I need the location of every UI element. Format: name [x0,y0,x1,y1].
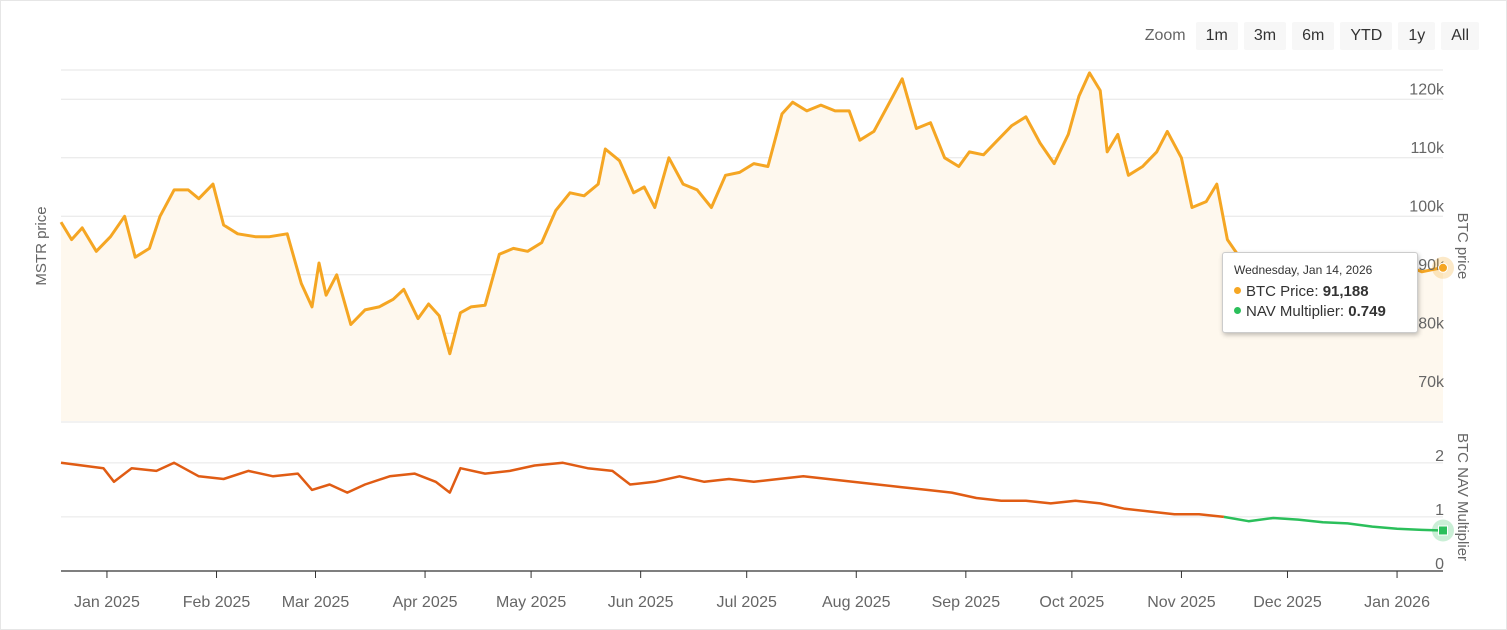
x-tick-label: Feb 2025 [183,594,251,611]
left-axis-title: MSTR price [33,206,50,285]
nav-multiplier-line [60,461,1225,519]
nav-dot-icon [1234,306,1241,314]
btc-hover-point [1438,262,1448,273]
x-tick-label: Aug 2025 [822,594,891,611]
x-tick-label: May 2025 [496,594,566,611]
tooltip-nav-label: NAV Multiplier [1246,303,1340,320]
x-tick-label: Nov 2025 [1147,594,1216,611]
tooltip-btc-label: BTC Price [1246,283,1315,300]
btc-area-layer [61,72,1443,422]
btc-y-tick-label: 100k [1409,198,1445,215]
hover-marker-layer [1432,256,1454,542]
zoom-button-6m[interactable]: 6m [1292,22,1335,50]
x-tick-label: Jun 2025 [608,594,674,611]
btc-y-tick-label: 110k [1410,140,1445,157]
x-tick-label: Jan 2026 [1364,594,1430,611]
nav-y-tick-label: 2 [1435,448,1444,465]
x-tick-label: Apr 2025 [393,594,458,611]
zoom-button-all[interactable]: All [1441,22,1479,50]
nav-y-tick-label: 1 [1435,502,1444,519]
tooltip-btc-value: 91,188 [1322,283,1369,300]
x-tick-label: Mar 2025 [282,594,350,611]
tooltip-row-nav: NAV Multiplier: 0.749 [1234,302,1406,322]
btc-price-line [59,71,1444,356]
tooltip-row-btc: BTC Price: 91,188 [1234,282,1406,302]
x-tick-label: Sep 2025 [932,594,1001,611]
btc-y-tick-label: 120k [1409,81,1445,98]
btc-y-tick-label: 80k [1418,315,1445,332]
nav-y-tick-label: 0 [1435,556,1444,573]
nav-multiplier-recent-line [1223,515,1444,532]
btc-y-tick-label: 70k [1418,374,1445,391]
x-tick-label: Dec 2025 [1253,594,1322,611]
zoom-button-1m[interactable]: 1m [1195,22,1238,50]
btc-dot-icon [1234,286,1241,294]
zoom-label: Zoom [1144,27,1186,44]
x-tick-label: Oct 2025 [1039,594,1104,611]
zoom-bar: Zoom 1m 3m 6m YTD 1y All [1145,22,1479,50]
zoom-button-1y[interactable]: 1y [1398,22,1436,50]
zoom-button-3m[interactable]: 3m [1243,22,1287,50]
nav-hover-point [1438,525,1448,536]
tooltip: Wednesday, Jan 14, 2026 BTC Price: 91,18… [1222,252,1418,333]
zoom-button-ytd[interactable]: YTD [1340,22,1393,50]
nav-axis-title: BTC NAV Multiplier [1454,433,1471,561]
btc-axis-title: BTC price [1454,213,1471,280]
x-tick-label: Jan 2025 [74,594,140,611]
tooltip-nav-value: 0.749 [1348,303,1386,320]
x-tick-label: Jul 2025 [716,594,777,611]
btc-price-area [61,72,1443,422]
series-line-layer [59,71,1444,532]
tooltip-date: Wednesday, Jan 14, 2026 [1234,263,1373,277]
